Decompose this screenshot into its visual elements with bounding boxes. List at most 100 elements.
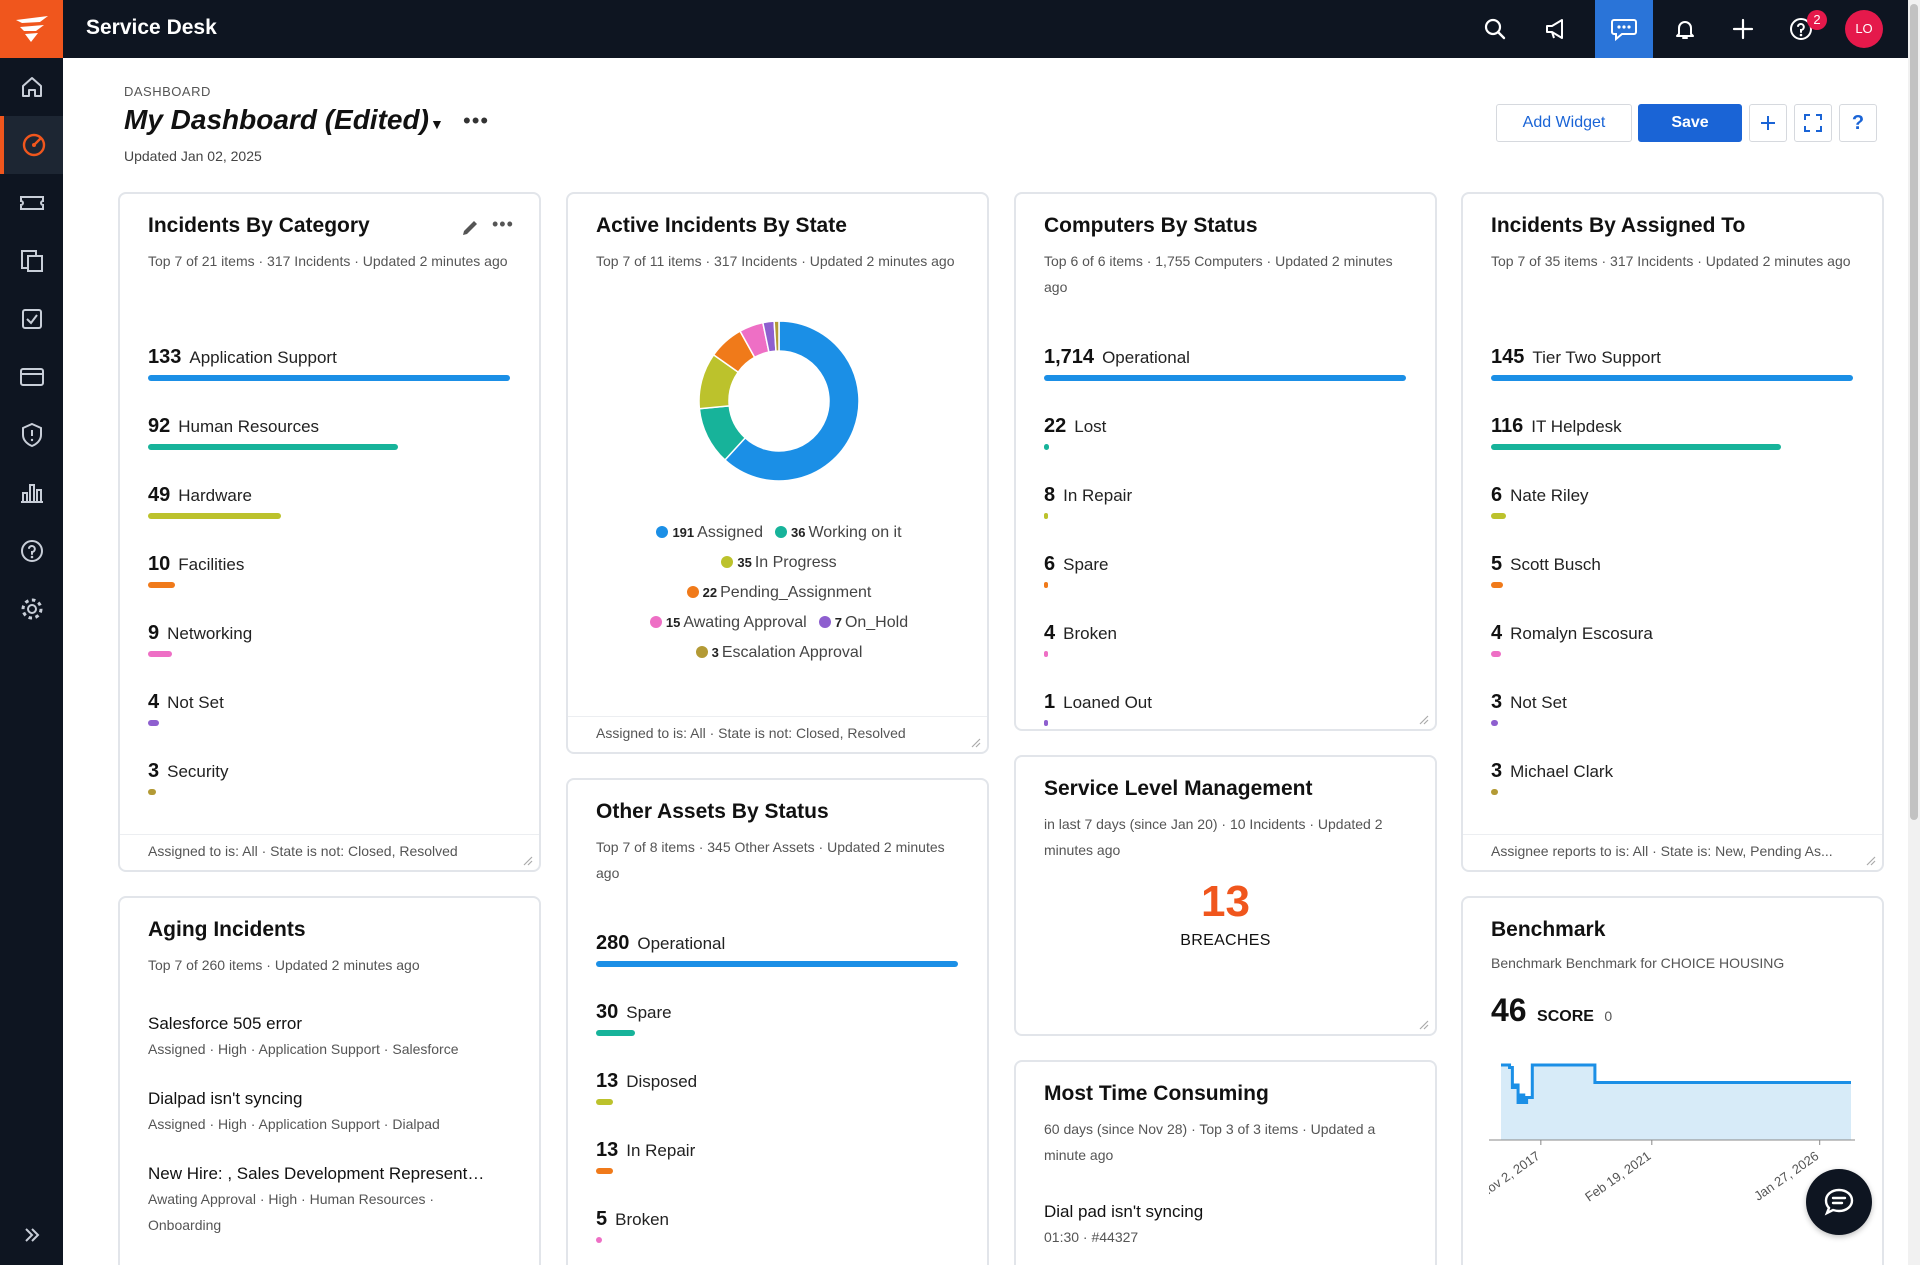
nav-security[interactable] bbox=[0, 406, 63, 464]
bar-list-item[interactable]: 4 Broken bbox=[1044, 622, 1406, 657]
bar-list-item[interactable]: 3 Not Set bbox=[1491, 691, 1853, 726]
legend-item[interactable]: 22 Pending_Assignment bbox=[686, 578, 871, 608]
widget-title: Benchmark bbox=[1491, 918, 1606, 941]
bar-list-item[interactable]: 5 Broken bbox=[596, 1208, 958, 1243]
bar-list-item[interactable]: 3 Security bbox=[148, 760, 510, 795]
item-bar bbox=[1491, 789, 1499, 795]
list-item[interactable]: Dialpad isn't syncing Assigned · High · … bbox=[148, 1089, 518, 1137]
resize-handle-icon[interactable] bbox=[521, 854, 533, 866]
legend-item[interactable]: 35 In Progress bbox=[721, 548, 837, 578]
list-item[interactable]: Dial pad isn't syncing 01:30 · #44327 bbox=[1044, 1202, 1414, 1250]
bar-list-item[interactable]: 3 Michael Clark bbox=[1491, 760, 1853, 795]
legend-item[interactable]: 191 Assigned bbox=[656, 518, 763, 548]
series-line[interactable] bbox=[1501, 1063, 1851, 1104]
nav-help[interactable] bbox=[0, 522, 63, 580]
widget-title: Incidents By Category bbox=[148, 214, 370, 237]
dashboard-dropdown[interactable]: ▼ bbox=[430, 116, 444, 132]
help-link-button[interactable]: ? bbox=[1839, 104, 1877, 142]
nav-tickets[interactable] bbox=[0, 174, 63, 232]
side-nav bbox=[0, 58, 63, 1265]
bar-list-item[interactable]: 4 Not Set bbox=[148, 691, 510, 726]
donut-chart[interactable] bbox=[696, 318, 862, 484]
nav-reports[interactable] bbox=[0, 464, 63, 522]
list-item[interactable]: Salesforce 505 error Assigned · High · A… bbox=[148, 1014, 518, 1062]
resize-handle-icon[interactable] bbox=[1864, 854, 1876, 866]
x-tick-label: Nov 2, 2017 bbox=[1489, 1148, 1543, 1201]
create-button[interactable] bbox=[1714, 0, 1772, 58]
nav-expand[interactable] bbox=[0, 1206, 63, 1264]
chat-button[interactable] bbox=[1595, 0, 1653, 58]
app-logo[interactable] bbox=[0, 0, 63, 58]
widget-more-button[interactable]: ••• bbox=[492, 214, 514, 235]
bar-list-item[interactable]: 10 Facilities bbox=[148, 553, 510, 588]
bar-list-item[interactable]: 1,714 Operational bbox=[1044, 346, 1406, 381]
dashboard-more-button[interactable]: ••• bbox=[463, 108, 489, 134]
scrollbar-thumb[interactable] bbox=[1910, 4, 1918, 820]
chat-launcher-button[interactable] bbox=[1806, 1169, 1872, 1235]
bar-list-item[interactable]: 133 Application Support bbox=[148, 346, 510, 381]
legend-count: 191 bbox=[672, 525, 695, 540]
bar-list-item[interactable]: 13 In Repair bbox=[596, 1139, 958, 1174]
save-button[interactable]: Save bbox=[1638, 104, 1742, 142]
item-bar bbox=[1491, 375, 1853, 381]
item-bar bbox=[596, 961, 958, 967]
caret-down-icon: ▼ bbox=[430, 116, 444, 132]
donut-slice[interactable] bbox=[723, 320, 860, 482]
item-label: Tier Two Support bbox=[1532, 348, 1661, 367]
notifications-button[interactable] bbox=[1656, 0, 1714, 58]
add-widget-button[interactable]: Add Widget bbox=[1496, 104, 1632, 142]
resize-handle-icon[interactable] bbox=[1417, 713, 1429, 725]
bar-list-item[interactable]: 92 Human Resources bbox=[148, 415, 510, 450]
add-button[interactable] bbox=[1749, 104, 1787, 142]
edit-widget-button[interactable] bbox=[460, 218, 480, 243]
nav-settings[interactable] bbox=[0, 580, 63, 638]
bar-list-item[interactable]: 8 In Repair bbox=[1044, 484, 1406, 519]
resize-handle-icon[interactable] bbox=[969, 736, 981, 748]
legend-item[interactable]: 3 Escalation Approval bbox=[695, 638, 863, 668]
bar-list-item[interactable]: 30 Spare bbox=[596, 1001, 958, 1036]
breaches-label: BREACHES bbox=[1180, 932, 1271, 949]
user-avatar[interactable]: LO bbox=[1845, 10, 1883, 48]
widget-subtitle: in last 7 days (since Jan 20) · 10 Incid… bbox=[1044, 816, 1383, 858]
legend-count: 22 bbox=[702, 585, 718, 600]
nav-assets[interactable] bbox=[0, 232, 63, 290]
bar-list-item[interactable]: 6 Nate Riley bbox=[1491, 484, 1853, 519]
item-count: 280 bbox=[596, 932, 630, 954]
legend-item[interactable]: 15 Awating Approval bbox=[649, 608, 807, 638]
benchmark-chart[interactable]: Nov 2, 2017 Feb 19, 2021 Jan 27, 2026 bbox=[1489, 1054, 1855, 1234]
bar-list-item[interactable]: 9 Networking bbox=[148, 622, 510, 657]
search-button[interactable] bbox=[1466, 0, 1524, 58]
legend-item[interactable]: 36 Working on it bbox=[774, 518, 902, 548]
nav-home[interactable] bbox=[0, 58, 63, 116]
donut-slice[interactable] bbox=[773, 320, 780, 352]
announcements-button[interactable] bbox=[1528, 0, 1586, 58]
bar-list-item[interactable]: 280 Operational bbox=[596, 932, 958, 967]
nav-dashboard[interactable] bbox=[0, 116, 63, 174]
item-count: 6 bbox=[1044, 553, 1056, 575]
legend-swatch bbox=[818, 616, 831, 628]
bar-list-item[interactable]: 116 IT Helpdesk bbox=[1491, 415, 1853, 450]
bar-list-item[interactable]: 5 Scott Busch bbox=[1491, 553, 1853, 588]
breaches-count[interactable]: 13 bbox=[1201, 877, 1250, 926]
bar-list-item[interactable]: 6 Spare bbox=[1044, 553, 1406, 588]
bar-list-item[interactable]: 22 Lost bbox=[1044, 415, 1406, 450]
page-scrollbar[interactable] bbox=[1908, 0, 1920, 1265]
item-count: 5 bbox=[1491, 553, 1503, 575]
legend-item[interactable]: 7 On_Hold bbox=[818, 608, 908, 638]
bar-list-item[interactable]: 145 Tier Two Support bbox=[1491, 346, 1853, 381]
nav-tasks[interactable] bbox=[0, 290, 63, 348]
pencil-icon bbox=[463, 221, 477, 235]
bar-list-item[interactable]: 1 Loaned Out bbox=[1044, 691, 1406, 726]
bar-list-item[interactable]: 4 Romalyn Escosura bbox=[1491, 622, 1853, 657]
breadcrumb[interactable]: DASHBOARD bbox=[124, 84, 211, 99]
legend-label: Escalation Approval bbox=[721, 644, 863, 661]
resize-handle-icon[interactable] bbox=[1417, 1018, 1429, 1030]
nav-catalog[interactable] bbox=[0, 348, 63, 406]
help-button[interactable]: 2 bbox=[1772, 0, 1830, 58]
fullscreen-button[interactable] bbox=[1794, 104, 1832, 142]
bar-list-item[interactable]: 49 Hardware bbox=[148, 484, 510, 519]
bar-list-item[interactable]: 13 Disposed bbox=[596, 1070, 958, 1105]
item-label: Application Support bbox=[189, 348, 337, 367]
item-bar bbox=[1491, 513, 1506, 519]
list-item[interactable]: New Hire: , Sales Development Representa… bbox=[148, 1164, 488, 1238]
